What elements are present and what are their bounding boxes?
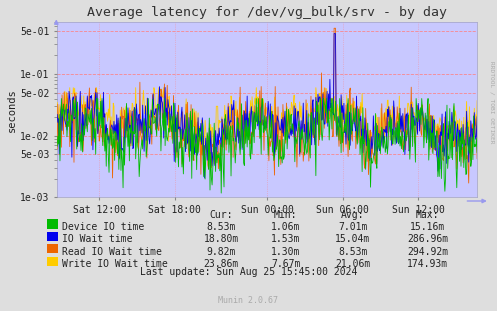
Text: 18.80m: 18.80m (204, 234, 239, 244)
Text: 1.06m: 1.06m (271, 222, 301, 232)
Title: Average latency for /dev/vg_bulk/srv - by day: Average latency for /dev/vg_bulk/srv - b… (87, 6, 447, 19)
Text: Write IO Wait time: Write IO Wait time (62, 259, 168, 269)
Text: Max:: Max: (415, 210, 439, 220)
Text: 15.04m: 15.04m (335, 234, 370, 244)
Text: 8.53m: 8.53m (206, 222, 236, 232)
Text: 7.67m: 7.67m (271, 259, 301, 269)
Text: Read IO Wait time: Read IO Wait time (62, 247, 162, 257)
Y-axis label: seconds: seconds (7, 88, 17, 132)
Text: Last update: Sun Aug 25 15:45:00 2024: Last update: Sun Aug 25 15:45:00 2024 (140, 267, 357, 277)
Text: Min:: Min: (274, 210, 298, 220)
Text: 286.96m: 286.96m (407, 234, 448, 244)
Text: 294.92m: 294.92m (407, 247, 448, 257)
Text: Avg:: Avg: (341, 210, 365, 220)
Text: 8.53m: 8.53m (338, 247, 368, 257)
Text: 15.16m: 15.16m (410, 222, 445, 232)
Text: RRDTOOL / TOBI OETIKER: RRDTOOL / TOBI OETIKER (490, 61, 495, 144)
Text: 9.82m: 9.82m (206, 247, 236, 257)
Text: 7.01m: 7.01m (338, 222, 368, 232)
Text: Cur:: Cur: (209, 210, 233, 220)
Text: 174.93m: 174.93m (407, 259, 448, 269)
Text: 1.30m: 1.30m (271, 247, 301, 257)
Text: Munin 2.0.67: Munin 2.0.67 (219, 296, 278, 305)
Text: 23.86m: 23.86m (204, 259, 239, 269)
Text: IO Wait time: IO Wait time (62, 234, 133, 244)
Text: 1.53m: 1.53m (271, 234, 301, 244)
Text: Device IO time: Device IO time (62, 222, 144, 232)
Text: 21.06m: 21.06m (335, 259, 370, 269)
